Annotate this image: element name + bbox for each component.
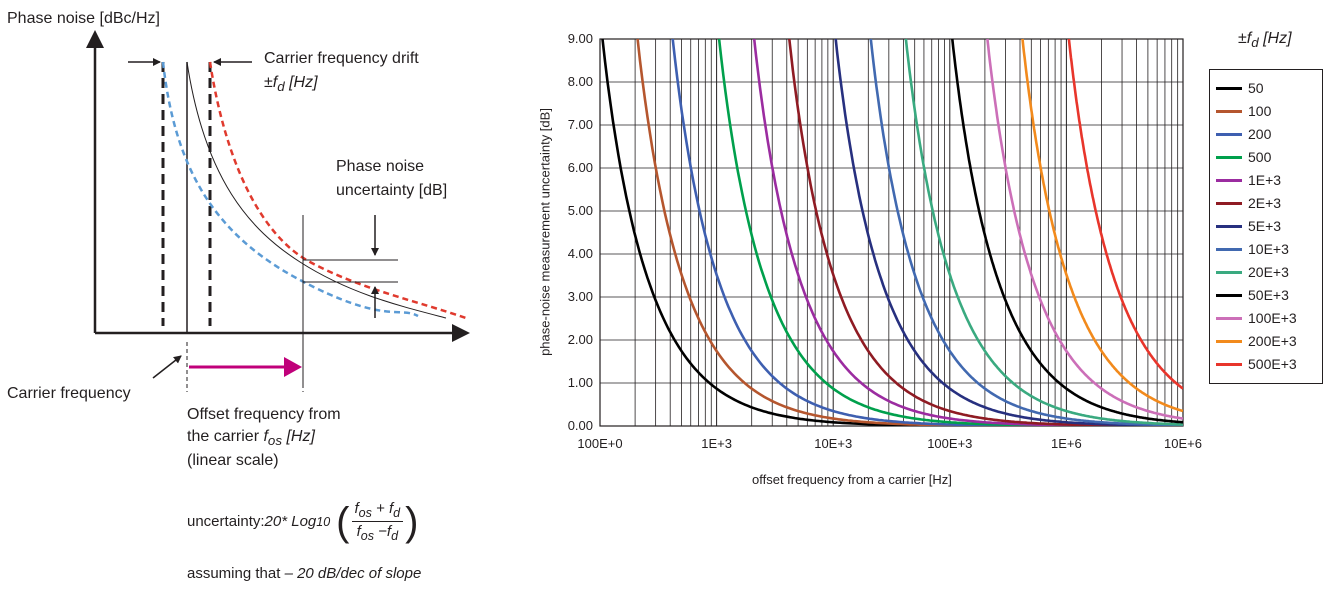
legend-item: 100 — [1216, 101, 1271, 121]
uncertainty-label-1: Phase noise — [336, 158, 425, 175]
legend-swatch — [1216, 201, 1242, 205]
legend-swatch — [1216, 155, 1242, 159]
series-line-50 — [601, 38, 1183, 426]
series-line-1E+3 — [752, 38, 1183, 426]
series-line-500E+3 — [1067, 38, 1183, 390]
legend-swatch — [1216, 109, 1242, 113]
diagram-y-axis-arrowhead — [86, 30, 104, 48]
legend-label: 500 — [1248, 149, 1272, 165]
series-line-2E+3 — [788, 38, 1183, 426]
carrier-pointer-arrow — [152, 355, 182, 379]
x-tick-label: 100E+3 — [927, 436, 972, 451]
chart-legend: 50 100 200 500 1E+3 2E+3 5E+3 10E+3 20E+3 50E+3 10… — [1209, 69, 1323, 384]
legend-label: 50 — [1248, 80, 1264, 96]
legend-swatch — [1216, 224, 1242, 228]
legend-title: ±fd [Hz] — [1238, 30, 1292, 51]
legend-swatch — [1216, 339, 1242, 343]
upper-dashed-curve — [208, 61, 467, 320]
legend-swatch — [1216, 316, 1242, 320]
legend-item: 500 — [1216, 147, 1271, 167]
legend-item: 5E+3 — [1216, 216, 1281, 236]
legend-swatch — [1216, 270, 1242, 274]
legend-swatch — [1216, 293, 1242, 297]
series-line-5E+3 — [834, 38, 1183, 426]
legend-item: 50E+3 — [1216, 285, 1289, 305]
legend-item: 200E+3 — [1216, 331, 1297, 351]
legend-item: 50 — [1216, 78, 1264, 98]
legend-swatch — [1216, 247, 1242, 251]
y-tick-label: 8.00 — [568, 74, 593, 89]
x-tick-label: 10E+6 — [1164, 436, 1202, 451]
legend-swatch — [1216, 86, 1242, 90]
chart-x-axis-label: offset frequency from a carrier [Hz] — [752, 472, 952, 487]
legend-item: 20E+3 — [1216, 262, 1289, 282]
legend-item: 500E+3 — [1216, 354, 1297, 374]
diagram-x-axis-arrowhead — [452, 324, 470, 342]
series-line-10E+3 — [869, 38, 1183, 426]
chart-y-axis-label: phase-noise measurement uncertainty [dB] — [537, 108, 553, 356]
lower-dashed-curve — [161, 61, 419, 318]
x-tick-label: 10E+3 — [814, 436, 852, 451]
y-tick-label: 9.00 — [568, 31, 593, 46]
x-tick-label: 1E+3 — [701, 436, 732, 451]
y-tick-label: 2.00 — [568, 332, 593, 347]
y-tick-label: 5.00 — [568, 203, 593, 218]
legend-label: 500E+3 — [1248, 356, 1297, 372]
legend-label: 100 — [1248, 103, 1272, 119]
legend-label: 1E+3 — [1248, 172, 1282, 188]
uncertainty-label-2: uncertainty [dB] — [336, 182, 448, 199]
legend-item: 10E+3 — [1216, 239, 1289, 259]
series-line-200E+3 — [1021, 38, 1183, 413]
diagram-y-axis-label: Phase noise [dBc/Hz] — [7, 10, 160, 27]
y-tick-label: 4.00 — [568, 246, 593, 261]
legend-label: 100E+3 — [1248, 310, 1297, 326]
legend-label: 5E+3 — [1248, 218, 1282, 234]
carrier-frequency-label: Carrier frequency — [7, 385, 131, 402]
y-tick-label: 1.00 — [568, 375, 593, 390]
legend-item: 200 — [1216, 124, 1271, 144]
x-tick-label: 100E+0 — [577, 436, 622, 451]
phase-noise-diagram — [86, 30, 470, 392]
legend-swatch — [1216, 132, 1242, 136]
legend-label: 20E+3 — [1248, 264, 1289, 280]
series-line-100E+3 — [986, 38, 1183, 420]
legend-label: 200 — [1248, 126, 1272, 142]
legend-item: 100E+3 — [1216, 308, 1297, 328]
series-line-50E+3 — [951, 38, 1183, 424]
assumption-note: assuming that – 20 dB/dec of slope — [187, 565, 422, 582]
y-tick-label: 6.00 — [568, 160, 593, 175]
offset-label-1: Offset frequency from — [187, 406, 341, 423]
uncertainty-formula: uncertainty: 20* Log 10 ( fos + fd fos −f… — [187, 499, 419, 544]
legend-item: 2E+3 — [1216, 193, 1281, 213]
legend-item: 1E+3 — [1216, 170, 1281, 190]
y-tick-label: 3.00 — [568, 289, 593, 304]
legend-swatch — [1216, 362, 1242, 366]
offset-label-2: the carrier fos [Hz] — [187, 428, 315, 449]
legend-label: 50E+3 — [1248, 287, 1289, 303]
x-tick-label: 1E+6 — [1051, 436, 1082, 451]
y-tick-label: 7.00 — [568, 117, 593, 132]
legend-swatch — [1216, 178, 1242, 182]
drift-sublabel: ±fd [Hz] — [264, 74, 318, 95]
drift-label: Carrier frequency drift — [264, 50, 419, 67]
nominal-curve — [186, 61, 447, 319]
y-tick-label: 0.00 — [568, 418, 593, 433]
series-line-100 — [636, 38, 1183, 426]
series-line-20E+3 — [904, 38, 1183, 426]
legend-label: 200E+3 — [1248, 333, 1297, 349]
offset-label-3: (linear scale) — [187, 452, 279, 469]
legend-label: 2E+3 — [1248, 195, 1282, 211]
plot-border — [599, 38, 1184, 427]
legend-label: 10E+3 — [1248, 241, 1289, 257]
